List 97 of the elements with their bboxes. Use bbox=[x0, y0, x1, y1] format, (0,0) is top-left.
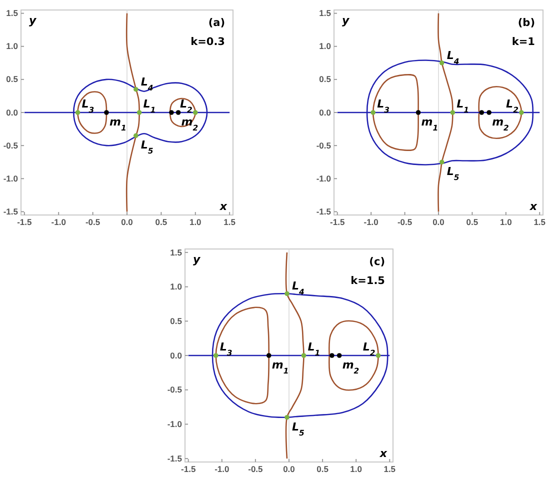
x-tick-label: 1.5 bbox=[384, 464, 396, 474]
x-axis-title: x bbox=[528, 200, 538, 213]
point bbox=[416, 110, 421, 115]
point bbox=[479, 110, 484, 115]
annotation: L$_{4}$ bbox=[446, 48, 460, 66]
y-tick-label: -1.5 bbox=[167, 453, 182, 464]
x-tick-label: 0.0 bbox=[283, 464, 296, 474]
y-tick-label: 0.5 bbox=[319, 74, 332, 84]
point bbox=[266, 353, 272, 358]
x-tick-label: 1.0 bbox=[350, 464, 362, 474]
point bbox=[133, 133, 138, 138]
point bbox=[301, 353, 306, 358]
annotation: L$_{5}$ bbox=[292, 420, 304, 437]
annotation: L$_{1}$ bbox=[456, 98, 470, 114]
annotation: m$_{1}$ bbox=[109, 116, 126, 132]
x-tick-label: 1.5 bbox=[224, 217, 236, 227]
y-tick-label: -0.5 bbox=[316, 140, 332, 150]
annotation: m$_{1}$ bbox=[272, 358, 289, 375]
x-tick-label: -1.5 bbox=[330, 217, 345, 227]
y-tick-label: 0.0 bbox=[319, 107, 332, 118]
annotation: k=1 bbox=[512, 36, 535, 48]
annotation: L$_{5}$ bbox=[140, 138, 154, 156]
annotation: m$_{2}$ bbox=[492, 116, 509, 132]
point bbox=[336, 353, 342, 358]
annotation: L$_{5}$ bbox=[446, 165, 460, 182]
annotation: L$_{3}$ bbox=[220, 340, 232, 357]
x-tick-label: 1.0 bbox=[189, 217, 202, 227]
annotation: (c) bbox=[369, 256, 385, 268]
y-tick-label: -0.5 bbox=[167, 384, 182, 395]
x-tick-label: -0.5 bbox=[248, 464, 264, 474]
point bbox=[136, 110, 142, 115]
x-axis-title: x bbox=[378, 447, 388, 460]
annotation: L$_{1}$ bbox=[143, 98, 156, 114]
point bbox=[169, 110, 174, 115]
y-tick-label: -0.5 bbox=[3, 140, 18, 150]
x-tick-label: -1.0 bbox=[364, 217, 379, 227]
x-axis-title: x bbox=[218, 200, 228, 213]
y-tick-label: 0.0 bbox=[6, 107, 18, 118]
x-tick-label: -0.5 bbox=[397, 217, 412, 227]
y-tick-label: 1.0 bbox=[170, 282, 182, 292]
y-tick-label: -1.5 bbox=[3, 206, 18, 216]
y-tick-label: -1.0 bbox=[3, 173, 18, 184]
point bbox=[439, 60, 444, 66]
y-axis-title: y bbox=[342, 14, 350, 27]
y-tick-label: -1.0 bbox=[316, 173, 332, 184]
point bbox=[450, 110, 456, 115]
point bbox=[284, 414, 290, 420]
point bbox=[370, 110, 376, 115]
x-tick-label: -1.5 bbox=[181, 464, 196, 474]
x-tick-label: 0.5 bbox=[155, 217, 168, 227]
x-tick-label: -1.0 bbox=[214, 464, 230, 474]
annotation: L$_{2}$ bbox=[506, 98, 518, 114]
y-tick-label: 1.5 bbox=[170, 247, 182, 258]
x-tick-label: -1.0 bbox=[51, 217, 66, 227]
annotation: m$_{2}$ bbox=[181, 116, 198, 132]
x-tick-label: 0.5 bbox=[466, 217, 478, 227]
point bbox=[192, 110, 198, 115]
point bbox=[439, 160, 444, 164]
point bbox=[104, 110, 109, 115]
annotation: m$_{1}$ bbox=[421, 116, 438, 132]
x-tick-label: 0.0 bbox=[121, 217, 134, 227]
point bbox=[330, 353, 334, 358]
annotation: (a) bbox=[208, 17, 225, 29]
y-tick-label: 0.5 bbox=[170, 316, 182, 326]
annotation: m$_{2}$ bbox=[342, 358, 360, 375]
y-tick-label: 1.5 bbox=[6, 8, 18, 18]
annotation: k=0.3 bbox=[190, 36, 225, 48]
annotation: L$_{3}$ bbox=[377, 98, 390, 114]
y-axis-title: y bbox=[29, 14, 37, 27]
annotation: L$_{2}$ bbox=[180, 98, 192, 114]
x-tick-label: 1.0 bbox=[500, 217, 512, 227]
point bbox=[284, 291, 290, 296]
point bbox=[176, 110, 181, 115]
point bbox=[133, 86, 138, 92]
y-tick-label: 1.0 bbox=[319, 41, 332, 52]
annotation: L$_{3}$ bbox=[82, 98, 94, 114]
x-tick-label: -0.5 bbox=[85, 217, 100, 227]
x-tick-label: -1.5 bbox=[17, 217, 32, 227]
annotation: k=1.5 bbox=[350, 275, 385, 287]
y-axis-title: y bbox=[193, 253, 201, 266]
y-tick-label: 1.0 bbox=[6, 41, 18, 52]
point bbox=[213, 353, 218, 358]
x-tick-label: 1.5 bbox=[534, 217, 546, 227]
annotation: L$_{1}$ bbox=[308, 340, 320, 357]
y-tick-label: 1.5 bbox=[319, 8, 332, 18]
point bbox=[75, 110, 80, 115]
annotation: L$_{2}$ bbox=[362, 340, 376, 357]
point bbox=[519, 110, 524, 115]
y-tick-label: 0.5 bbox=[6, 74, 18, 84]
annotation: L$_{4}$ bbox=[292, 280, 304, 296]
y-tick-label: -1.0 bbox=[167, 419, 182, 430]
y-tick-label: -1.5 bbox=[316, 206, 332, 216]
point bbox=[376, 353, 381, 358]
x-tick-label: 0.0 bbox=[432, 217, 445, 227]
annotation: (b) bbox=[518, 17, 535, 29]
y-tick-label: 0.0 bbox=[170, 350, 182, 360]
point bbox=[486, 110, 492, 115]
